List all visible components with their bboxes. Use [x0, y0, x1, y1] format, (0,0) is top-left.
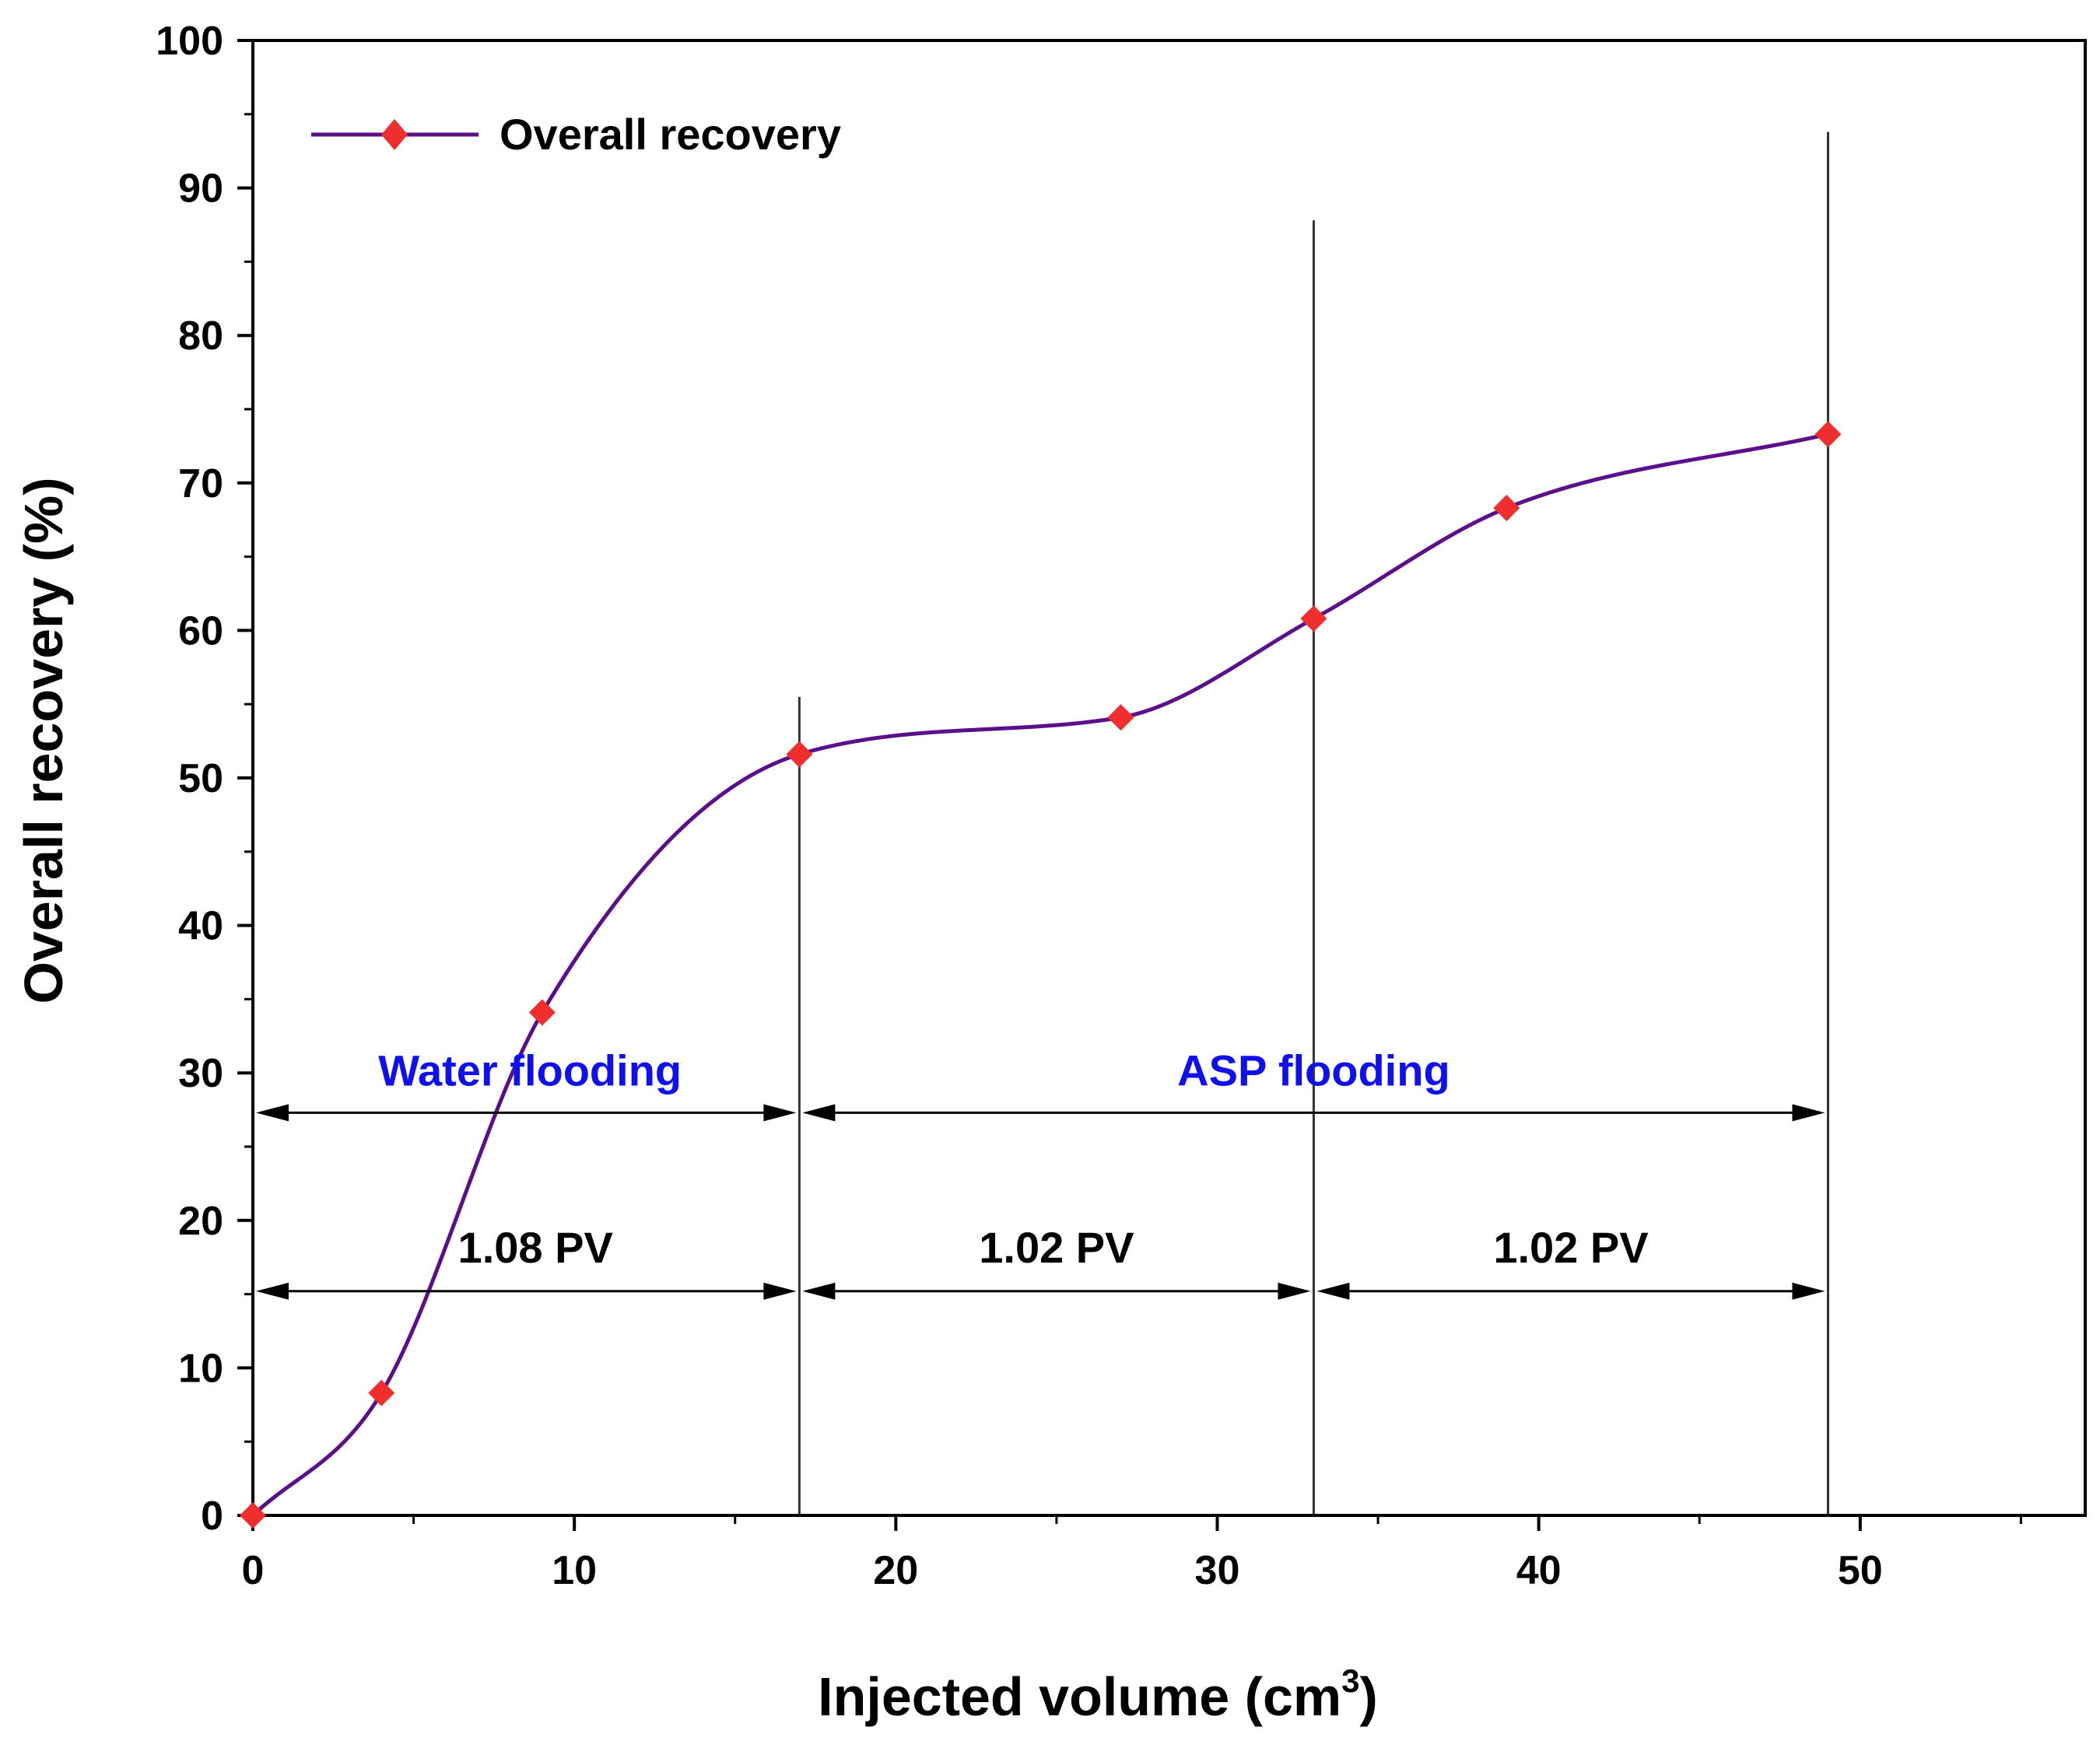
x-tick-label: 10: [552, 1548, 597, 1593]
annotations: Water flooding ASP flooding 1.08 PV 1.02 PV…: [256, 1046, 1825, 1300]
legend: Overall recovery: [311, 110, 841, 159]
data-point-marker: [1107, 704, 1134, 731]
y-tick-label: 0: [201, 1494, 223, 1539]
pv-span-arrow-head-right: [1278, 1282, 1311, 1300]
x-axis-title-superscript: 3: [1341, 1662, 1359, 1699]
data-point-marker: [528, 999, 556, 1026]
y-tick-label: 70: [178, 461, 223, 506]
pv-span-arrow: [256, 1282, 797, 1300]
data-point-marker: [240, 1502, 266, 1529]
pv-label: 1.02 PV: [979, 1223, 1134, 1272]
y-tick-label: 20: [178, 1199, 223, 1244]
pv-label: 1.02 PV: [1493, 1223, 1648, 1272]
x-axis-title: Injected volume (cm3): [818, 1662, 1378, 1727]
phase-span-arrow: [256, 1104, 797, 1122]
y-tick-label: 80: [178, 314, 223, 359]
x-axis-title-main: Injected volume (cm: [818, 1666, 1341, 1727]
phase-span-arrow: [802, 1104, 1825, 1122]
data-point-marker: [1493, 495, 1520, 522]
pv-span-arrow-head-left: [1316, 1282, 1350, 1300]
y-axis-title: Overall recovery (%): [13, 477, 74, 1004]
y-tick-label: 40: [178, 904, 223, 949]
series-line-overall-recovery: [251, 432, 1829, 1517]
phase-label: ASP flooding: [1177, 1046, 1450, 1095]
y-tick-label: 50: [178, 756, 223, 801]
data-point-marker: [1300, 605, 1327, 632]
data-point-marker: [368, 1379, 395, 1406]
data-point-marker: [1814, 421, 1842, 448]
x-tick-label: 30: [1195, 1548, 1240, 1593]
phase-span-arrow-head-left: [256, 1104, 289, 1122]
y-tick-label: 30: [178, 1051, 223, 1096]
pv-label: 1.08 PV: [458, 1223, 613, 1272]
y-tick-label: 90: [178, 166, 223, 212]
pv-span-arrow: [1316, 1282, 1825, 1300]
pv-span-arrow: [802, 1282, 1311, 1300]
y-tick-label: 100: [156, 19, 223, 64]
series-layer: [240, 421, 1842, 1529]
y-tick-label: 10: [178, 1346, 223, 1391]
x-axis-title-close: ): [1360, 1666, 1378, 1727]
x-tick-label: 0: [242, 1548, 265, 1593]
phase-span-arrow-head-left: [802, 1104, 836, 1122]
phase-span-arrow-head-right: [1792, 1104, 1825, 1122]
data-point-marker: [786, 741, 813, 768]
legend-label: Overall recovery: [500, 110, 841, 159]
reference-lines: [798, 131, 1829, 1515]
x-tick-label: 40: [1516, 1548, 1562, 1593]
x-tick-label: 20: [873, 1548, 918, 1593]
axes: 0 10 20 30 40 50 60 70 80 90 100 0 10 20 30 40 50: [156, 19, 2087, 1593]
pv-span-arrow-head-left: [802, 1282, 836, 1300]
legend-marker: [381, 119, 408, 150]
pv-span-arrow-head-left: [256, 1282, 289, 1300]
phase-label: Water flooding: [378, 1046, 682, 1095]
phase-span-arrow-head-right: [763, 1104, 797, 1122]
pv-span-arrow-head-right: [763, 1282, 797, 1300]
y-tick-label: 60: [178, 608, 223, 653]
pv-span-arrow-head-right: [1792, 1282, 1825, 1300]
x-tick-label: 50: [1838, 1548, 1883, 1593]
